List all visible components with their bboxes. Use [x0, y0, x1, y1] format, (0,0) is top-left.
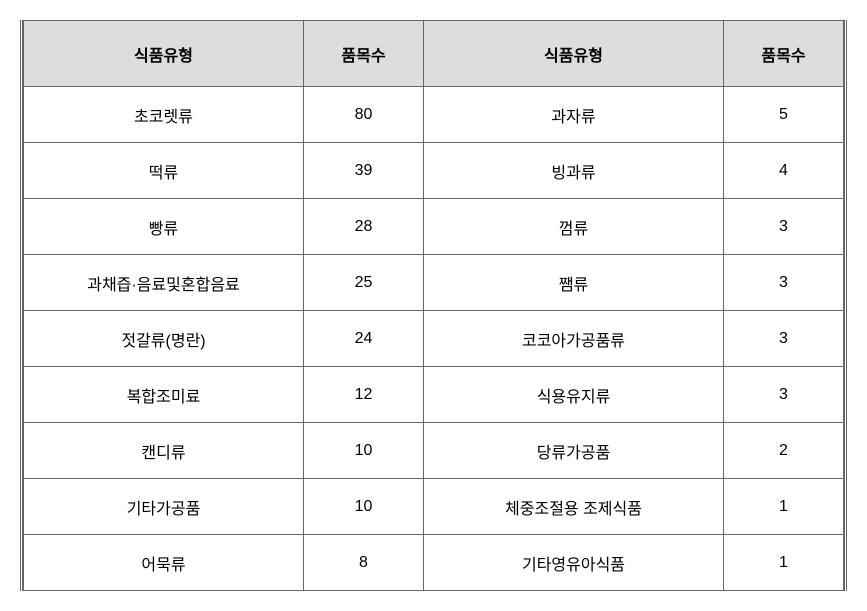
table-row: 젓갈류(명란) 24 코코아가공품류 3	[24, 311, 844, 367]
cell-count1: 24	[304, 311, 424, 367]
cell-type1: 과채즙·음료및혼합음료	[24, 255, 304, 311]
cell-type1: 어묵류	[24, 535, 304, 591]
cell-count2: 5	[724, 87, 844, 143]
cell-count1: 80	[304, 87, 424, 143]
cell-type2: 빙과류	[424, 143, 724, 199]
cell-type2: 식용유지류	[424, 367, 724, 423]
table-row: 기타가공품 10 체중조절용 조제식품 1	[24, 479, 844, 535]
food-type-table-wrapper: 식품유형 품목수 식품유형 품목수 초코렛류 80 과자류 5 떡류 39 빙과…	[20, 20, 847, 591]
header-item-count-2: 품목수	[724, 21, 844, 87]
table-row: 과채즙·음료및혼합음료 25 쨈류 3	[24, 255, 844, 311]
table-row: 빵류 28 껌류 3	[24, 199, 844, 255]
cell-type1: 기타가공품	[24, 479, 304, 535]
cell-count2: 4	[724, 143, 844, 199]
cell-type1: 떡류	[24, 143, 304, 199]
cell-count1: 8	[304, 535, 424, 591]
cell-type2: 당류가공품	[424, 423, 724, 479]
table-header-row: 식품유형 품목수 식품유형 품목수	[24, 21, 844, 87]
cell-type2: 과자류	[424, 87, 724, 143]
cell-type1: 초코렛류	[24, 87, 304, 143]
table-row: 어묵류 8 기타영유아식품 1	[24, 535, 844, 591]
cell-type1: 캔디류	[24, 423, 304, 479]
cell-type2: 껌류	[424, 199, 724, 255]
cell-type2: 코코아가공품류	[424, 311, 724, 367]
cell-count1: 10	[304, 423, 424, 479]
cell-count2: 1	[724, 535, 844, 591]
header-food-type-2: 식품유형	[424, 21, 724, 87]
table-row: 복합조미료 12 식용유지류 3	[24, 367, 844, 423]
cell-count1: 39	[304, 143, 424, 199]
cell-count2: 2	[724, 423, 844, 479]
cell-count2: 3	[724, 255, 844, 311]
cell-count2: 3	[724, 311, 844, 367]
header-food-type-1: 식품유형	[24, 21, 304, 87]
cell-type1: 복합조미료	[24, 367, 304, 423]
cell-count1: 28	[304, 199, 424, 255]
table-row: 초코렛류 80 과자류 5	[24, 87, 844, 143]
cell-type1: 젓갈류(명란)	[24, 311, 304, 367]
cell-type2: 체중조절용 조제식품	[424, 479, 724, 535]
cell-count1: 12	[304, 367, 424, 423]
table-row: 캔디류 10 당류가공품 2	[24, 423, 844, 479]
cell-count2: 1	[724, 479, 844, 535]
table-row: 떡류 39 빙과류 4	[24, 143, 844, 199]
cell-count1: 25	[304, 255, 424, 311]
food-type-table: 식품유형 품목수 식품유형 품목수 초코렛류 80 과자류 5 떡류 39 빙과…	[23, 20, 844, 591]
cell-type1: 빵류	[24, 199, 304, 255]
cell-type2: 쨈류	[424, 255, 724, 311]
cell-type2: 기타영유아식품	[424, 535, 724, 591]
header-item-count-1: 품목수	[304, 21, 424, 87]
cell-count2: 3	[724, 367, 844, 423]
cell-count2: 3	[724, 199, 844, 255]
cell-count1: 10	[304, 479, 424, 535]
